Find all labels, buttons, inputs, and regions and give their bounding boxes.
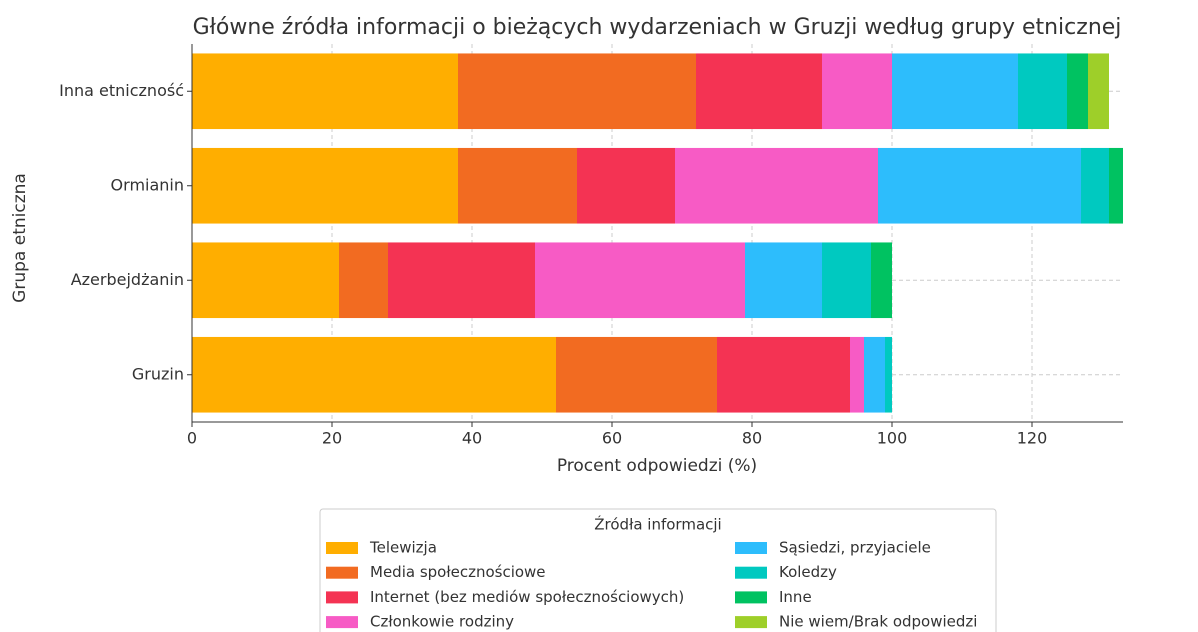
x-tick-label: 20 [322,429,342,448]
legend-label: Inne [779,588,812,606]
x-tick-label: 60 [602,429,622,448]
bar-segment [822,242,871,319]
bar-segment [458,53,696,130]
chart-title: Główne źródła informacji o bieżących wyd… [193,15,1122,40]
bar-segment [675,147,878,224]
legend-swatch [326,616,358,629]
legend-label: Sąsiedzi, przyjaciele [779,539,931,557]
legend-label: Nie wiem/Brak odpowiedzi [779,613,977,631]
bar-segment [388,242,535,319]
bar-segment [339,242,388,319]
legend-swatch [326,566,358,579]
legend-label: Członkowie rodziny [370,613,514,631]
bar-segment [192,242,339,319]
bar-segment [1018,53,1067,130]
bar-segment [745,242,822,319]
x-tick-label: 120 [1017,429,1048,448]
x-tick-label: 0 [187,429,197,448]
legend-swatch [735,616,767,629]
x-tick-label: 40 [462,429,482,448]
bar-segment [1067,53,1088,130]
legend-swatch [326,542,358,554]
bar-segment [850,336,864,413]
y-tick-label: Gruzin [132,364,184,383]
legend-swatch [735,542,767,554]
x-axis-label: Procent odpowiedzi (%) [557,456,757,476]
legend-label: Koledzy [779,563,837,581]
legend-swatch [735,566,767,579]
y-axis-label: Grupa etniczna [10,173,30,303]
bar-segment [878,147,1081,224]
legend-swatch [735,591,767,604]
bar-segment [577,147,675,224]
bar-segment [535,242,745,319]
legend-title: Źródła informacji [594,515,721,534]
legend-label: Media społecznościowe [370,563,546,581]
bar-segment [822,53,892,130]
bar-segment [864,336,885,413]
bar-segment [192,53,458,130]
bar-segment [192,147,458,224]
bar-segment [458,147,577,224]
bar-segment [892,53,1018,130]
bar-segment [1081,147,1109,224]
legend-label: Telewizja [369,539,437,557]
y-tick-label: Ormianin [111,175,184,194]
bar-segment [717,336,850,413]
x-tick-label: 100 [877,429,908,448]
y-tick-label: Azerbejdżanin [71,270,184,289]
bar-segment [556,336,717,413]
bar-segment [696,53,822,130]
legend-swatch [326,591,358,604]
legend-box [319,508,997,632]
bar-segment [885,336,892,413]
bar-segment [871,242,892,319]
x-tick-label: 80 [742,429,762,448]
bar-segment [192,336,556,413]
bar-segment [1088,53,1109,130]
bar-segment [1109,147,1123,224]
legend-label: Internet (bez mediów społecznościowych) [370,588,684,606]
y-tick-label: Inna etniczność [59,81,184,100]
